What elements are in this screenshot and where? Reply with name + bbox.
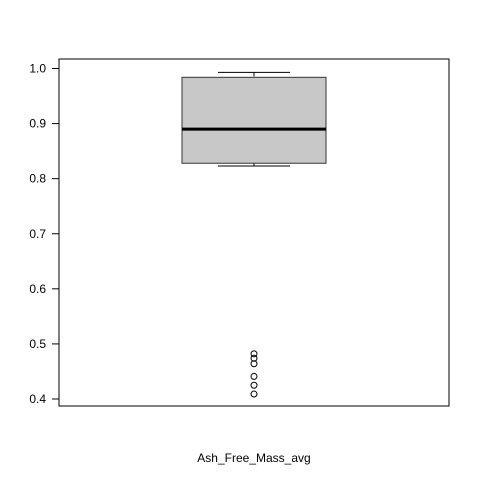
outlier-point (250, 350, 258, 358)
box-group (181, 71, 327, 167)
y-tick-label: 0.8 (29, 172, 46, 186)
outliers-group (250, 350, 258, 398)
plot-frame (58, 58, 450, 407)
outlier-point (250, 381, 258, 389)
iqr-box (181, 76, 327, 164)
x-axis-label: Ash_Free_Mass_avg (197, 451, 310, 465)
outlier-point (250, 372, 258, 380)
y-tick-label: 0.7 (29, 227, 46, 241)
outlier-point (250, 360, 258, 368)
y-tick-label: 0.5 (29, 337, 46, 351)
y-tick-label: 0.4 (29, 392, 46, 406)
y-tick-label: 1.0 (29, 62, 46, 76)
y-tick-label: 0.6 (29, 282, 46, 296)
y-tick-label: 0.9 (29, 117, 46, 131)
outlier-point (250, 390, 258, 398)
y-axis: 0.4 0.5 0.6 0.7 0.8 0.9 1.0 (29, 62, 59, 406)
